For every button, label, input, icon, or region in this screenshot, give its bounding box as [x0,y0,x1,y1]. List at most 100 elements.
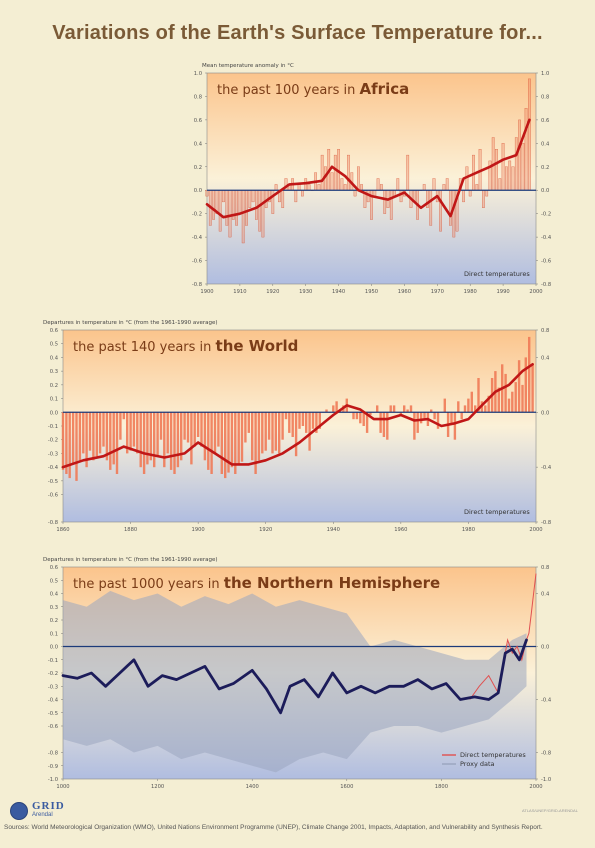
bar [507,398,511,413]
bar [396,178,400,191]
bar [403,405,406,413]
right-tick-label: 0.6 [541,118,549,124]
bar [228,190,232,238]
y-tick-label: 0.6 [50,328,58,334]
bar [196,412,200,437]
bar [88,412,92,451]
y-tick-label: -0.6 [48,724,58,730]
x-tick-label: 1950 [365,289,378,295]
x-tick-label: 1980 [462,527,475,533]
y-tick-label: 1.0 [194,71,202,77]
grid-arendal-logo: GRID Arendal [10,800,105,822]
globe-icon [10,802,28,820]
y-tick-label: 0.8 [194,94,202,100]
bar [406,409,409,413]
y-tick-label: -0.8 [192,282,202,288]
bar [386,412,389,440]
y-tick-label: 0.4 [50,355,59,361]
bar [234,412,237,474]
bar [146,412,149,465]
bar [485,190,489,197]
bar [409,405,413,413]
bar [373,190,377,197]
legend-label: Direct temperatures [464,508,530,516]
bar [330,172,334,191]
bar [436,412,440,429]
bar [119,412,122,440]
bar [524,108,528,191]
bar [474,405,477,413]
y-tick-label: 0.0 [194,188,202,194]
bar [159,412,163,440]
bar [497,387,500,413]
bar [230,412,234,468]
sources-text: Sources: World Meteorological Organizati… [4,824,543,831]
right-tick-label: -0.8 [541,282,551,288]
bar [406,154,410,191]
y-tick-label: 0.3 [50,605,58,611]
x-tick-label: 1980 [464,289,477,295]
y-tick-label: 0.0 [50,645,58,651]
bar [298,412,301,429]
bar [264,412,267,451]
bar [307,184,311,191]
bar [463,405,467,413]
logo-text: GRID [32,800,65,812]
bar [482,190,485,208]
bar [347,154,350,191]
bar [267,412,271,440]
bar [258,190,262,232]
right-tick-label: -0.8 [541,520,551,526]
bar [470,391,473,413]
y-tick-label: 0.3 [50,369,58,375]
bar [325,409,328,413]
panel-heading: the past 140 years in the World [73,337,298,355]
bar [495,149,498,191]
bar [240,412,244,462]
right-tick-label: -0.4 [541,698,552,704]
bar [129,412,132,451]
x-tick-label: 1860 [56,527,69,533]
bar [517,360,521,413]
bar [501,143,505,191]
y-tick-label: -0.5 [48,479,58,485]
right-tick-label: 0.8 [541,328,549,334]
y-tick-label: -0.2 [48,671,58,677]
bar [462,190,465,203]
bar [132,412,136,447]
bar [284,412,288,420]
y-tick-label: 0.6 [194,118,202,124]
y-tick-label: -0.1 [48,424,58,430]
bar [468,190,472,197]
right-tick-label: 0.4 [541,141,550,147]
bar [380,184,383,191]
bar [149,412,152,461]
bar [61,412,65,470]
bar [360,184,363,191]
bar [422,184,426,191]
y-tick-label: 0.2 [194,165,202,171]
bar [82,412,85,454]
bar [511,166,515,191]
bar [429,190,433,226]
bar [205,190,209,197]
bar [225,190,229,226]
y-axis-label: Departures in temperature in °C (from th… [43,557,218,563]
bar [190,412,193,465]
y-tick-label: -0.8 [48,751,58,757]
bar [183,412,186,440]
bar [186,412,190,443]
bar [419,412,423,424]
bar [207,412,210,470]
bar [271,190,275,214]
y-tick-label: -0.2 [48,438,58,444]
bar [439,190,442,232]
bar [281,412,284,440]
right-tick-label: -1.0 [541,777,551,783]
bar [531,364,534,413]
bar [75,412,78,481]
bar [126,412,129,454]
bar [514,137,518,191]
trend-line [61,638,528,715]
